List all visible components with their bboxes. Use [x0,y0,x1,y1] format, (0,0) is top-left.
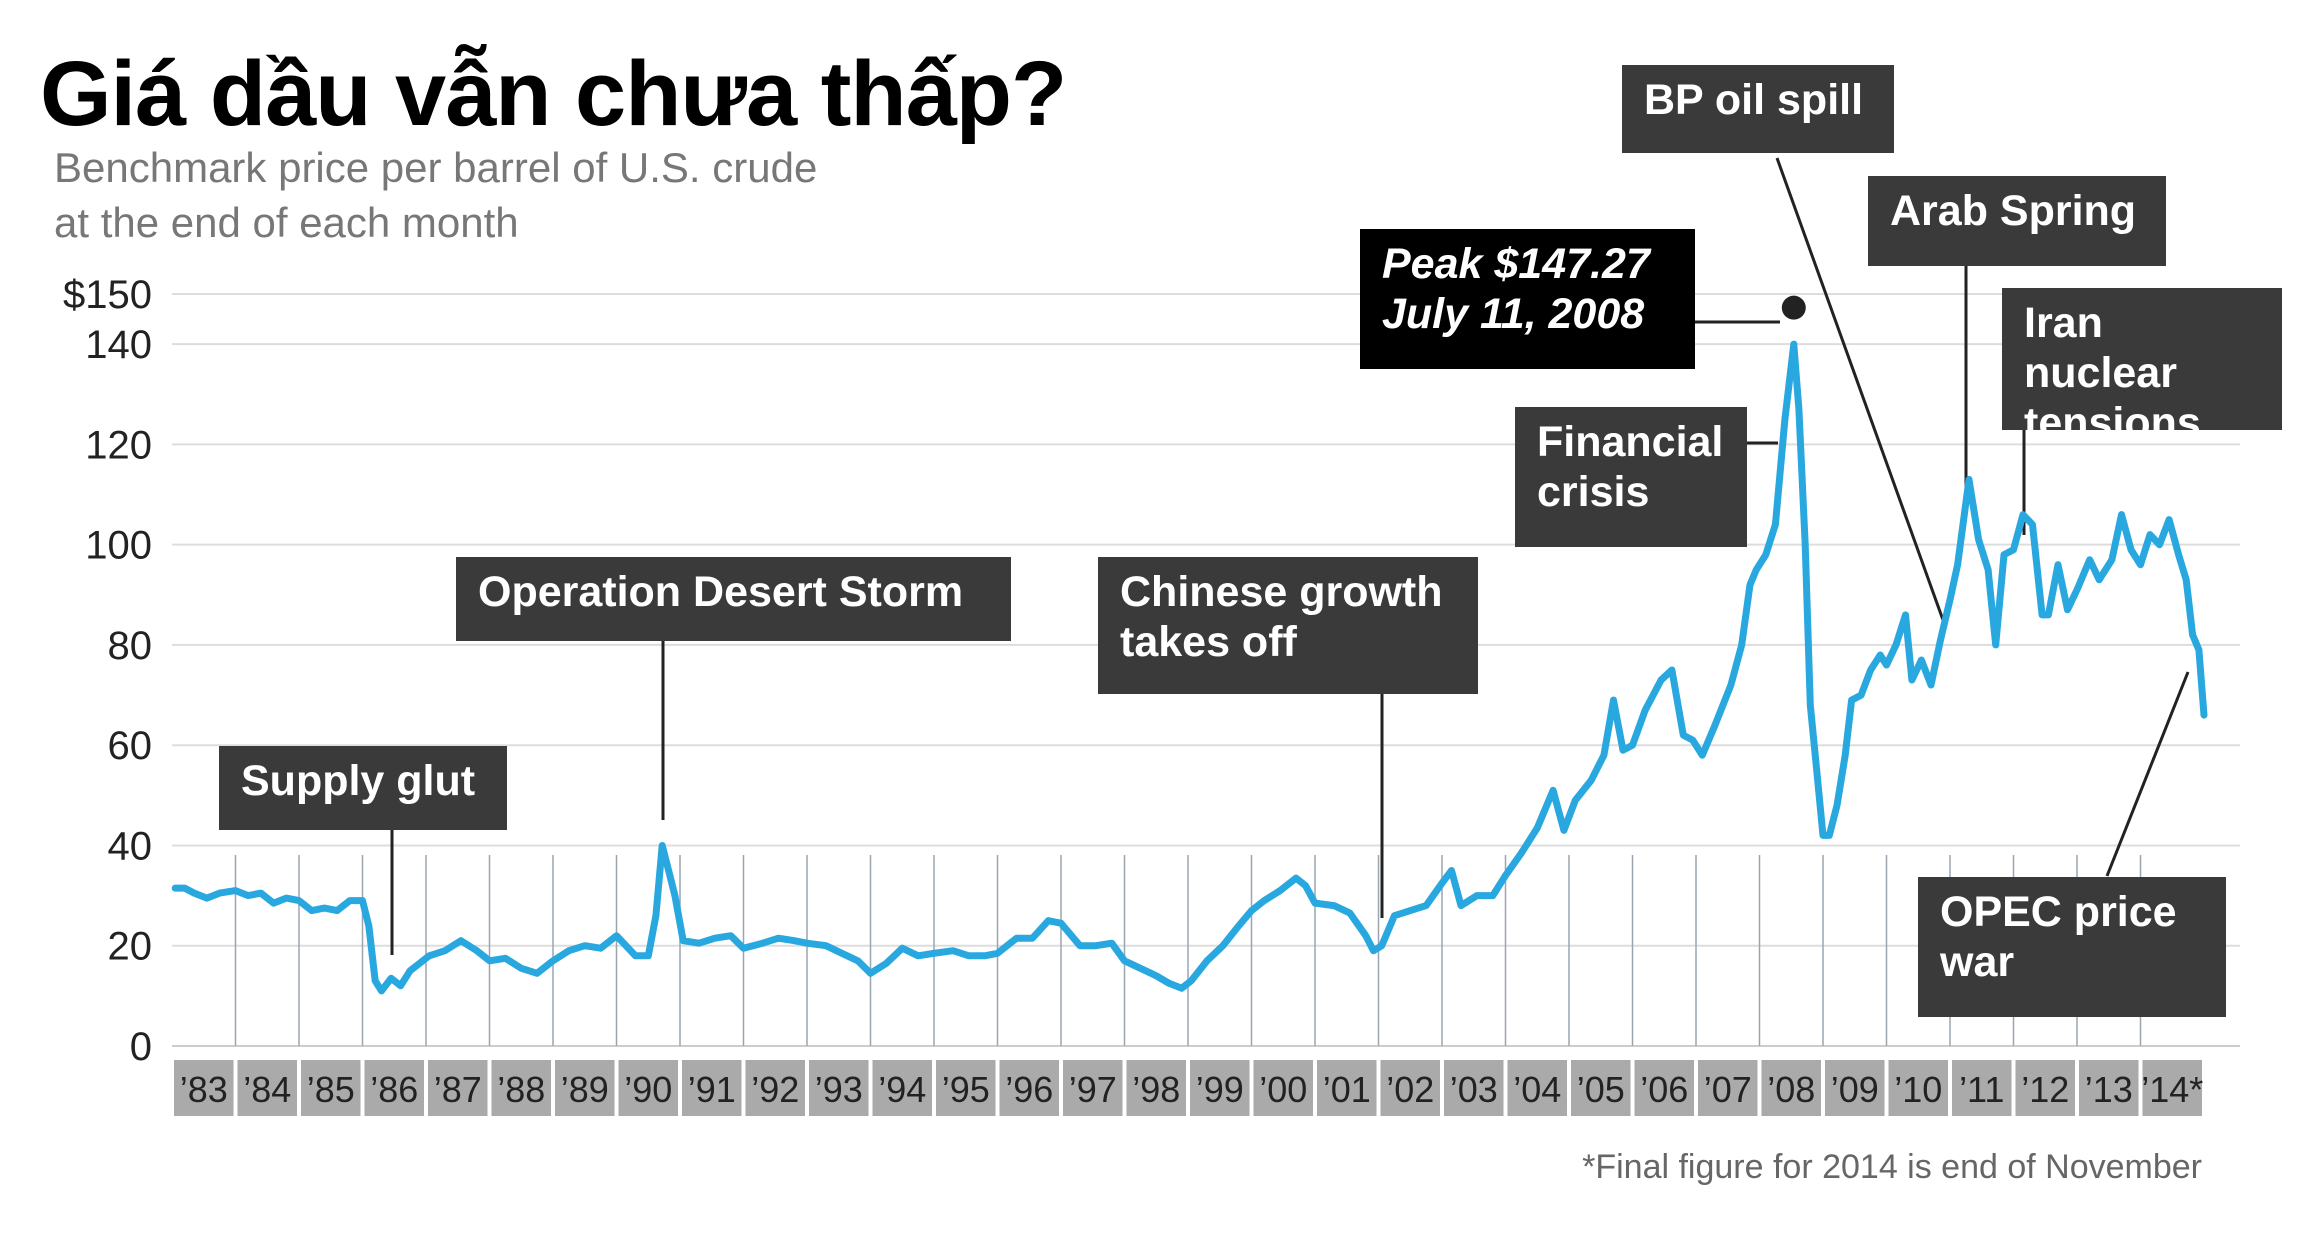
annotation-desert-storm: Operation Desert Storm [456,557,1011,641]
x-tick-label: ’04 [1513,1069,1561,1110]
y-tick-label: 120 [85,423,152,467]
x-axis-cell [809,1060,869,1116]
x-tick-label: ’01 [1323,1069,1371,1110]
x-tick-label: ’90 [624,1069,672,1110]
x-axis-cell [1888,1060,1948,1116]
annotation-peak: Peak $147.27 July 11, 2008 [1360,229,1695,369]
x-axis-cell [1952,1060,2012,1116]
x-tick-label: ’83 [180,1069,228,1110]
x-tick-label: ’02 [1386,1069,1434,1110]
x-axis-cell [1761,1060,1821,1116]
x-axis-cell [618,1060,678,1116]
x-axis-cell [1825,1060,1885,1116]
leader-opec [2105,671,2190,877]
x-tick-label: ’91 [688,1069,736,1110]
x-tick-label: ’03 [1450,1069,1498,1110]
x-tick-label: ’84 [243,1069,291,1110]
series-line [171,340,2208,995]
x-axis-cell [1253,1060,1313,1116]
chart-title: Giá dầu vẫn chưa thấp? [40,43,1067,145]
x-tick-label: ’87 [434,1069,482,1110]
annotation-chinese-growth: Chinese growth takes off [1098,557,1478,694]
x-axis-cell [1126,1060,1186,1116]
x-axis-cell [872,1060,932,1116]
x-tick-label: ’89 [561,1069,609,1110]
x-tick-label: ’14* [2141,1069,2203,1110]
peak-dot [1781,295,1806,320]
x-axis-cell [745,1060,805,1116]
y-tick-label: 20 [108,925,153,969]
x-axis-cell [237,1060,297,1116]
y-tick-label: 60 [108,724,153,768]
x-tick-label: ’98 [1132,1069,1180,1110]
x-axis-cell [428,1060,488,1116]
subtitle-line-1: Benchmark price per barrel of U.S. crude [54,144,818,191]
price-line [171,340,2208,995]
y-tick-label: $150 [63,273,152,317]
x-axis-cell [555,1060,615,1116]
x-axis-cell [936,1060,996,1116]
x-tick-label: ’05 [1577,1069,1625,1110]
x-axis-cell [682,1060,742,1116]
x-tick-label: ’13 [2085,1069,2133,1110]
x-axis-cell [1380,1060,1440,1116]
x-tick-label: ’94 [878,1069,926,1110]
x-tick-label: ’08 [1767,1069,1815,1110]
annotation-iran: Iran nuclear tensions [2002,288,2282,447]
annotation-arab-spring: Arab Spring [1868,176,2166,266]
x-axis-cell [1317,1060,1377,1116]
x-tick-label: ’86 [370,1069,418,1110]
x-tick-label: ’97 [1069,1069,1117,1110]
x-tick-label: ’99 [1196,1069,1244,1110]
annotation-financial-crisis: Financial crisis [1515,407,1747,547]
annotation-bp-oil-spill: BP oil spill [1622,65,1894,153]
x-axis-cell [1507,1060,1567,1116]
y-tick-label: 40 [108,824,153,868]
annotation-supply-glut: Supply glut [219,746,507,830]
x-tick-label: ’96 [1005,1069,1053,1110]
x-axis-cell [1444,1060,1504,1116]
y-tick-label: 0 [130,1025,152,1069]
y-axis: 0 20 40 60 80 100 120 140 $150 [63,273,152,1069]
subtitle-line-2: at the end of each month [54,199,519,246]
x-tick-label: ’93 [815,1069,863,1110]
x-axis-cell [1190,1060,1250,1116]
x-tick-label: ’95 [942,1069,990,1110]
x-axis-cell [2015,1060,2075,1116]
x-tick-label: ’09 [1831,1069,1879,1110]
year-divider-lines [234,855,2142,1046]
y-tick-label: 140 [85,323,152,367]
x-tick-label: ’07 [1704,1069,1752,1110]
x-axis-cell [2142,1060,2202,1116]
x-axis-cell [1634,1060,1694,1116]
x-tick-label: ’92 [751,1069,799,1110]
x-axis-cell [491,1060,551,1116]
x-tick-label: ’85 [307,1069,355,1110]
x-tick-label: ’00 [1259,1069,1307,1110]
x-axis-cell [174,1060,234,1116]
x-tick-label: ’06 [1640,1069,1688,1110]
leader-bp-oil-spill [1775,157,1945,621]
y-tick-label: 100 [85,524,152,568]
y-tick-label: 80 [108,624,153,668]
x-axis-cell [1063,1060,1123,1116]
footnote: *Final figure for 2014 is end of Novembe… [1582,1148,2202,1186]
x-tick-label: ’10 [1894,1069,1942,1110]
annotation-opec: OPEC price war [1918,877,2226,1017]
x-axis-cell [999,1060,1059,1116]
x-axis-band: ’83 ’84 ’85 ’86 ’87 ’88 ’89 ’90 ’91 ’92 ’93 ’94 ’95 ’… [174,1060,2203,1116]
x-tick-label: ’88 [497,1069,545,1110]
x-axis-cell [2079,1060,2139,1116]
x-axis-cell [1698,1060,1758,1116]
x-tick-label: ’11 [1959,1069,2004,1110]
x-tick-label: ’12 [2021,1069,2069,1110]
chart-subtitle: Benchmark price per barrel of U.S. crude… [54,140,817,250]
x-axis-cell [364,1060,424,1116]
x-axis-cell [301,1060,361,1116]
x-axis-cell [1571,1060,1631,1116]
peak-marker [1781,295,1806,320]
